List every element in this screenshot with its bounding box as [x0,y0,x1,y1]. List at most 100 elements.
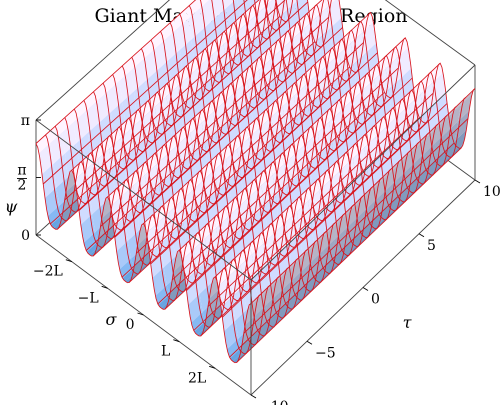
surface-patch [348,196,363,213]
surface-patch [47,122,62,143]
surface-patch [222,139,238,160]
surface-patch [232,13,247,34]
surface-patch [292,293,307,310]
surface-patch [382,163,397,180]
surface-patch [427,120,442,137]
surface-patch [278,265,293,294]
surface-patch [47,205,63,225]
surface-patch [197,0,210,9]
surface-patch [242,314,257,345]
surface-patch [326,101,341,122]
surface-patch [119,258,134,279]
surface-patch [162,19,177,40]
mesh-line-tau [254,0,457,167]
surface-patch [345,201,361,229]
surface-patch [272,301,287,326]
psi-tick-label: π [21,113,30,129]
surface-patch [410,153,425,184]
surface-patch [361,127,376,148]
surface-patch [334,212,349,240]
z-axis-label: ψ [5,197,18,216]
surface-patch [82,91,97,112]
surface-patch [130,165,145,186]
surface-patch [59,200,75,225]
surface-patch [174,8,189,29]
box-edge [35,0,171,121]
mesh-line-tau [169,22,382,239]
surface-patch [354,207,369,238]
surface-patch [458,93,473,122]
sigma-tick-mark [209,365,216,369]
surface-patch [155,285,170,305]
surface-patch [92,241,108,257]
surface-patch [141,154,157,176]
surface-patch [441,140,456,166]
surface-patch [371,59,386,80]
box-edge [384,0,476,66]
surface-patch [70,102,85,123]
tau-tick-label: 5 [427,238,436,254]
box-edge [250,64,476,281]
surface-patch [350,137,365,159]
surface-patch [203,307,218,332]
surface-patch [220,24,236,45]
surface-patch [396,183,411,208]
surface-patch [340,237,355,262]
surface-patch [237,244,252,266]
surface-patch [164,294,179,310]
surface-patch [269,0,284,24]
surface-patch [191,180,207,212]
surface-patch [348,240,363,256]
sigma-tick-label: 2L [188,370,206,386]
sigma-tick-label: 0 [126,317,135,333]
mesh-line-tau [73,108,289,328]
sigma-tick-label: −L [78,290,99,306]
surface-patch [306,269,321,294]
tau-tick-label: 10 [483,184,500,200]
mesh-line-tau [199,0,410,212]
surface-patch [62,181,78,212]
surface-patch [167,280,182,305]
surface-patch [384,194,399,219]
surface-patch [286,271,302,302]
tau-tick-mark [474,179,481,184]
mesh-line-tau [64,117,280,337]
y-axis-label: σ [106,310,118,329]
psi-tick-label-denominator: 2 [18,178,27,194]
surface-mesh [35,0,476,364]
surface-patch [387,175,402,206]
surface-patch [80,214,96,243]
surface-patch [418,162,433,187]
tau-tick-label: −10 [259,399,289,405]
surface-patch [248,234,264,255]
tau-tick-mark [362,287,369,291]
surface-patch [95,227,111,252]
surface-patch [343,218,358,249]
surface-patch [263,233,278,265]
surface-patch [128,267,143,283]
tau-tick-label: 0 [371,292,380,308]
x-axis-label: τ [403,313,413,332]
surface-patch [177,181,192,202]
surface-patch [245,298,260,326]
surface-patch [424,126,439,154]
surface-patch [134,234,149,265]
surface-patch [298,260,313,291]
surface-patch [224,320,239,350]
surface-patch [291,75,306,96]
surface-patch [42,163,57,198]
surface-patch [185,270,200,305]
surface-patch [438,110,453,127]
surface-patch [213,207,228,228]
surface-patch [371,174,386,191]
mesh-line-tau [188,5,401,221]
mesh-line-tau [121,65,336,283]
surface-patch [460,88,475,105]
surface-patch [328,248,343,273]
surface-patch [149,243,164,278]
sigma-tick-label: −2L [33,264,63,280]
surface-patch [326,217,341,234]
surface-patch [198,102,214,123]
